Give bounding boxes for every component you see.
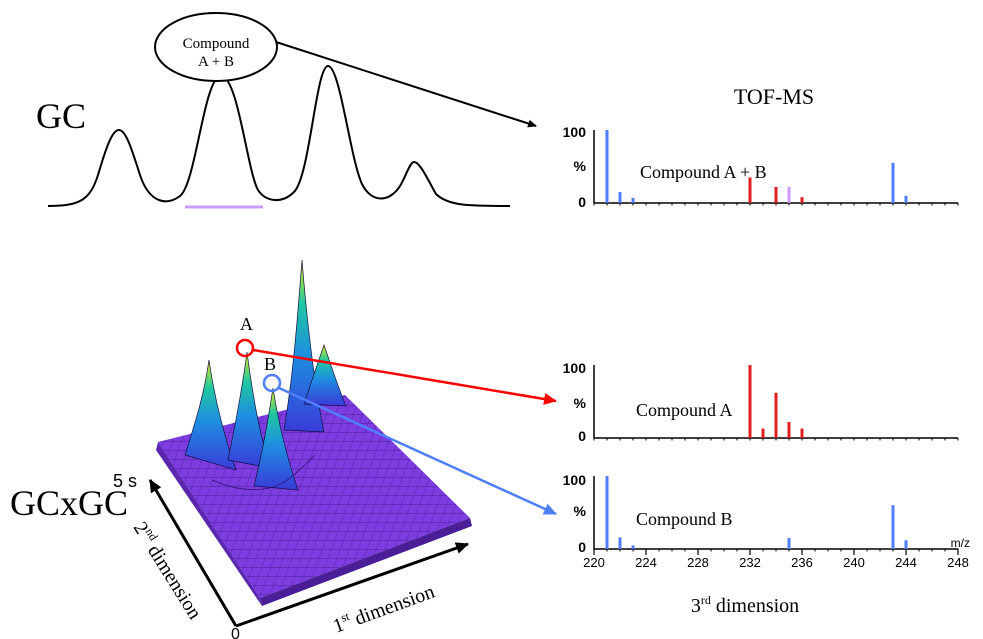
callout-line-1: Compound: [183, 36, 250, 52]
spectrum-ab-label: Compound A + B: [640, 162, 767, 182]
spectrum-a: Compound A 100 % 0: [563, 360, 959, 444]
surface-peak: [227, 351, 271, 469]
spectrum-ab: Compound A + B 100 % 0: [563, 124, 959, 210]
x-tick-label: 228: [687, 555, 709, 570]
tof-title: TOF-MS: [734, 84, 814, 109]
x-tick-label: 248: [947, 555, 969, 570]
spectrum-b-y-pct: %: [574, 503, 587, 519]
spectrum-a-y-100: 100: [563, 360, 587, 376]
spectrum-b-y-0: 0: [578, 539, 586, 555]
spectrum-ab-plot: [593, 130, 959, 206]
x-tick-label: 236: [791, 555, 813, 570]
peak-b-marker: [262, 373, 282, 393]
axis-2nd-bottom-tick: 0: [231, 626, 240, 639]
surface-peaks: [184, 259, 347, 491]
spectrum-ab-y-100: 100: [563, 124, 587, 140]
gc-panel: GC Compound A + B: [36, 12, 537, 209]
spectrum-b-xlabel: m/z: [951, 536, 970, 550]
compound-ab-callout: [154, 12, 278, 82]
spectrum-ab-y-pct: %: [574, 158, 587, 174]
callout-line-2: A + B: [198, 54, 234, 70]
peak-b-arrow: [278, 386, 557, 516]
surface-peak: [303, 343, 347, 407]
axis-1st-dimension: [235, 542, 469, 628]
spectrum-b-plot: [593, 476, 959, 552]
spectrum-b: Compound B 100 % 0 m/z 220 224 228 232 236 24…: [563, 472, 970, 570]
spectrum-a-y-0: 0: [578, 428, 586, 444]
gcxgc-label: GCxGC: [10, 483, 128, 523]
surface-peak: [253, 387, 299, 491]
axis-2nd-dimension: [148, 479, 238, 627]
peak-a-marker: [235, 338, 255, 358]
spectrum-ab-y-0: 0: [578, 194, 586, 210]
axis-2nd-top-tick: 5 s: [113, 471, 137, 491]
peak-a-arrow: [252, 348, 557, 405]
x-tick-label: 244: [895, 555, 917, 570]
spectrum-a-plot: [593, 365, 959, 441]
x-tick-label: 232: [739, 555, 761, 570]
gc-trace: [47, 64, 511, 207]
spectrum-b-xticks: 220 224 228 232 236 240 244 248: [583, 549, 969, 570]
x-tick-label: 220: [583, 555, 605, 570]
peak-b-label: B: [264, 354, 276, 374]
third-dimension-label: 3rd dimension: [691, 593, 799, 617]
surface-peak: [184, 359, 237, 471]
axis-2nd-label: 2nd dimension: [129, 517, 208, 623]
peak-a-label: A: [240, 314, 253, 334]
x-tick-label: 240: [843, 555, 865, 570]
spectrum-a-y-pct: %: [574, 395, 587, 411]
spectrum-b-y-100: 100: [563, 472, 587, 488]
gc-label: GC: [36, 96, 86, 136]
x-tick-label: 224: [635, 555, 657, 570]
spectrum-b-label: Compound B: [636, 509, 733, 529]
callout-arrow: [275, 41, 537, 128]
gcxgc-panel: A B GCxGC 5 s 0 2nd dimension 1st dimens…: [10, 259, 557, 639]
spectrum-a-label: Compound A: [636, 400, 733, 420]
